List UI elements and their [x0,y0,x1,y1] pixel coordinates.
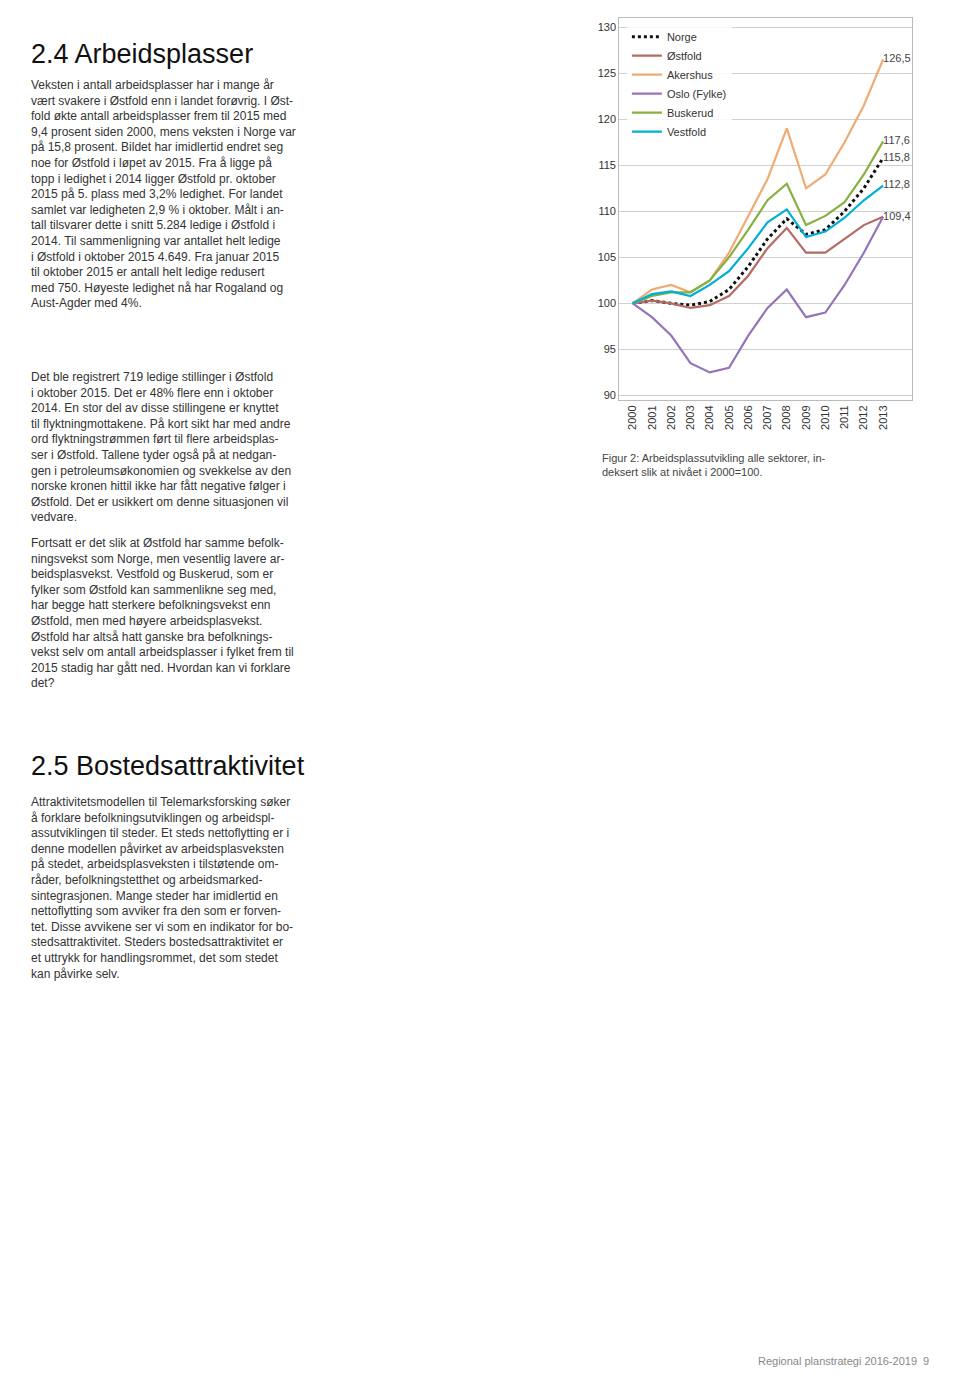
svg-text:2001: 2001 [646,405,658,429]
svg-text:Akershus: Akershus [667,69,713,81]
svg-text:2008: 2008 [780,405,792,429]
svg-text:2011: 2011 [838,405,850,429]
svg-text:Veksten i antall arbeidsplasse: Veksten i antall arbeidsplasser har i ma… [31,78,296,310]
svg-text:2006: 2006 [742,405,754,429]
svg-text:100: 100 [598,297,616,309]
svg-text:Norge: Norge [667,31,697,43]
svg-text:126,5: 126,5 [883,52,911,64]
svg-text:2007: 2007 [761,405,773,429]
svg-text:Fortsatt er det slik at Østfol: Fortsatt er det slik at Østfold har samm… [31,536,294,690]
svg-text:2.5 Bostedsattraktivitet: 2.5 Bostedsattraktivitet [31,751,305,781]
svg-text:2004: 2004 [703,405,715,429]
svg-text:Østfold: Østfold [667,50,702,62]
svg-text:2005: 2005 [723,405,735,429]
svg-text:120: 120 [598,113,616,125]
svg-text:125: 125 [598,67,616,79]
svg-text:95: 95 [604,343,616,355]
svg-text:2003: 2003 [684,405,696,429]
svg-text:2012: 2012 [857,405,869,429]
svg-text:2002: 2002 [665,405,677,429]
svg-text:109,4: 109,4 [883,210,911,222]
svg-text:130: 130 [598,21,616,33]
svg-text:Figur 2: Arbeidsplassutvikling: Figur 2: Arbeidsplassutvikling alle sekt… [602,452,825,478]
svg-text:Det ble registrert 719 ledige: Det ble registrert 719 ledige stillinger… [31,370,291,524]
svg-text:112,8: 112,8 [883,178,910,190]
svg-text:2000: 2000 [626,405,638,429]
svg-text:Vestfold: Vestfold [667,126,706,138]
svg-text:2.4 Arbeidsplasser: 2.4 Arbeidsplasser [31,39,253,69]
svg-text:115,8: 115,8 [883,151,910,163]
svg-text:2013: 2013 [877,405,889,429]
svg-text:117,6: 117,6 [883,134,910,146]
svg-text:Buskerud: Buskerud [667,107,713,119]
svg-text:Oslo (Fylke): Oslo (Fylke) [667,88,726,100]
svg-text:Regional planstrategi 2016-201: Regional planstrategi 2016-2019 9 [758,1355,929,1367]
svg-text:105: 105 [598,251,616,263]
svg-text:2010: 2010 [819,405,831,429]
svg-text:90: 90 [604,389,616,401]
svg-text:2009: 2009 [800,405,812,429]
svg-text:115: 115 [598,159,616,171]
svg-text:110: 110 [598,205,616,217]
svg-text:Attraktivitetsmodellen til Tel: Attraktivitetsmodellen til Telemarksfors… [31,795,293,981]
